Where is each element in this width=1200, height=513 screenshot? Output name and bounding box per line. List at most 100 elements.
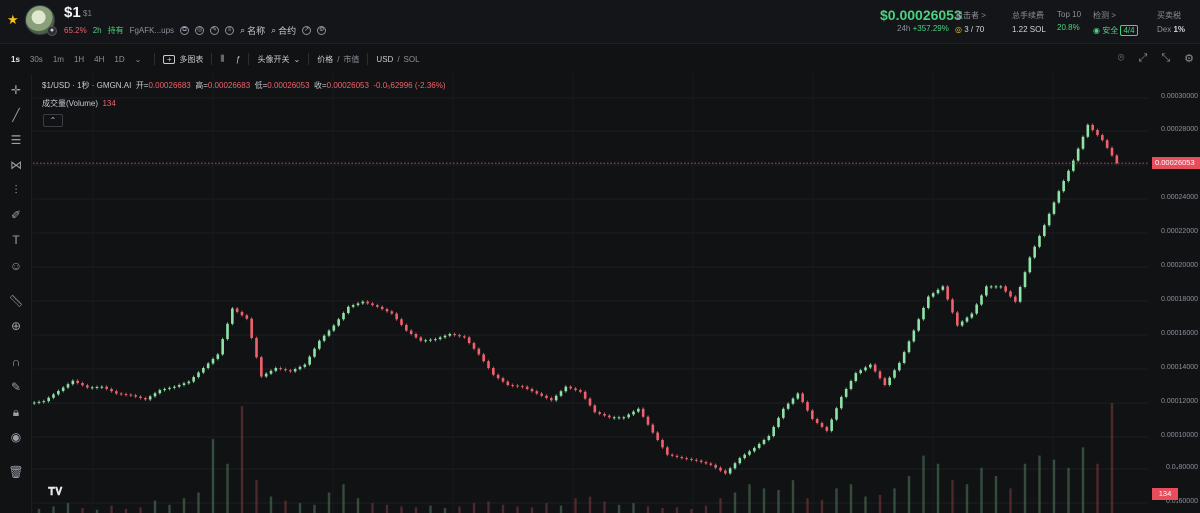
audit-stat[interactable]: 检测 > ◉ 安全 4/4 xyxy=(1093,10,1138,36)
timeframe-1h[interactable]: 1H xyxy=(73,54,85,64)
candle xyxy=(540,393,543,396)
candle-type-button[interactable]: ⫼ xyxy=(220,54,224,64)
magnet-icon[interactable]: ∩ xyxy=(11,355,21,369)
volume-bar xyxy=(559,505,563,513)
candle xyxy=(347,306,350,314)
volume-bar xyxy=(81,508,84,513)
fullscreen-icon[interactable]: ⤢ xyxy=(1138,52,1148,64)
candle xyxy=(806,402,809,411)
candle xyxy=(516,385,519,387)
emoji-icon[interactable]: ☺ xyxy=(9,259,23,273)
price-tick-label: 0.00022000 xyxy=(1161,228,1198,235)
volume-bar xyxy=(1096,463,1099,513)
chart-canvas[interactable] xyxy=(33,74,1148,513)
collapse-icon[interactable]: ⤡ xyxy=(1161,52,1171,64)
price-axis[interactable]: 0.00030000 0.00028000 0.00024000 0.00022000… xyxy=(1148,74,1200,513)
candle xyxy=(777,417,780,427)
social-icon[interactable]: ≡ xyxy=(225,26,235,35)
timeframe-1d[interactable]: 1D xyxy=(114,54,125,64)
indicators-button[interactable]: ƒ xyxy=(236,55,240,64)
candle xyxy=(100,386,104,388)
external-link-icon[interactable]: ↗ xyxy=(302,26,312,35)
currency-toggle[interactable]: USD / SOL xyxy=(376,54,420,64)
volume-bar xyxy=(472,503,476,513)
candle xyxy=(313,348,316,357)
candle xyxy=(235,308,239,312)
camera-icon[interactable]: ⌾ xyxy=(1117,52,1125,64)
website-icon[interactable]: ◎ xyxy=(195,26,205,35)
candle xyxy=(970,313,974,318)
candle xyxy=(390,311,394,314)
search-contract-link[interactable]: ⌕ 合约 xyxy=(271,25,297,36)
volume-bar xyxy=(980,467,983,513)
candle xyxy=(535,391,539,394)
volume-bar xyxy=(139,507,142,513)
avatar-toggle-button[interactable]: 头像开关 ⌄ xyxy=(257,54,301,64)
candle xyxy=(487,361,490,368)
candle xyxy=(811,410,814,419)
candle xyxy=(351,305,355,307)
fib-icon[interactable]: ⫶ xyxy=(14,183,18,197)
volume-bar xyxy=(603,501,606,513)
favorite-star-icon[interactable]: ★ xyxy=(7,12,19,27)
holder-address[interactable]: FgAFK...ups xyxy=(129,26,175,35)
price-tick-label: 0.0₄60000 xyxy=(1165,498,1198,505)
snipers-stat[interactable]: 狙击者 > ◎ 3 / 70 xyxy=(955,11,986,34)
price-chart[interactable] xyxy=(33,74,1148,513)
text-icon[interactable]: T xyxy=(12,233,20,247)
candle xyxy=(869,364,872,368)
candle xyxy=(922,307,925,320)
timeframe-1s[interactable]: 1s xyxy=(11,54,20,64)
volume-bar xyxy=(690,508,693,513)
horizontal-lines-icon[interactable]: ☰ xyxy=(10,133,22,147)
candle xyxy=(598,412,601,414)
brush-icon[interactable]: ✐ xyxy=(10,208,22,222)
multi-chart-button[interactable]: + 多图表 xyxy=(163,54,203,65)
trash-icon[interactable]: 🗑︎ xyxy=(8,465,24,479)
settings-icon[interactable]: ⚙ xyxy=(317,26,327,35)
pattern-icon[interactable]: ⋈ xyxy=(10,158,22,172)
candle xyxy=(1072,160,1075,171)
token-avatar xyxy=(25,5,55,35)
ruler-icon[interactable]: 📏︎ xyxy=(8,294,24,308)
volume-bar xyxy=(806,498,809,513)
collapse-legend-button[interactable]: ⌃ xyxy=(43,114,63,127)
search-name-link[interactable]: ⌕ 名称 xyxy=(240,25,266,36)
volume-bar xyxy=(965,484,969,513)
candle xyxy=(1081,136,1085,149)
volume-bar xyxy=(951,480,954,513)
holders-label: 持有 xyxy=(107,26,124,35)
link-icon[interactable]: ✎ xyxy=(210,26,220,35)
volume-bar xyxy=(110,505,113,513)
price-mcap-toggle[interactable]: 价格 / 市值 xyxy=(317,54,360,64)
candle xyxy=(86,385,89,388)
timeframe-30s[interactable]: 30s xyxy=(29,54,43,64)
timeframe-1m[interactable]: 1m xyxy=(52,54,64,64)
price-tick-label: 0.00020000 xyxy=(1161,262,1198,269)
crosshair-icon[interactable]: ✛ xyxy=(10,83,22,97)
candle xyxy=(240,311,244,316)
candle xyxy=(685,458,688,460)
candle xyxy=(448,334,452,336)
candle xyxy=(438,337,442,340)
copy-icon[interactable]: ⧉ xyxy=(180,26,190,35)
candle xyxy=(153,393,157,397)
candle xyxy=(308,356,311,365)
zoom-in-icon[interactable]: ⊕ xyxy=(10,319,22,333)
timeframe-dropdown-icon[interactable]: ⌄ xyxy=(134,54,142,64)
candle xyxy=(1101,135,1104,141)
volume-bar xyxy=(704,505,708,513)
lock-icon[interactable]: 🔒︎ xyxy=(12,405,20,419)
volume-bar xyxy=(226,463,229,513)
gear-icon[interactable]: ⚙ xyxy=(1184,53,1194,65)
eye-icon[interactable]: ◉ xyxy=(10,430,22,444)
tradingview-logo[interactable]: 𝐓𝐕 xyxy=(48,486,63,498)
volume-bar xyxy=(211,439,215,513)
candle xyxy=(163,388,166,391)
legend-high: 0.00026683 xyxy=(207,81,251,90)
volume-bar xyxy=(342,484,345,513)
candle xyxy=(182,383,186,385)
trend-line-icon[interactable]: ╱ xyxy=(12,108,20,122)
timeframe-4h[interactable]: 4H xyxy=(94,54,105,64)
lock-drawing-icon[interactable]: ✎ xyxy=(10,380,22,394)
